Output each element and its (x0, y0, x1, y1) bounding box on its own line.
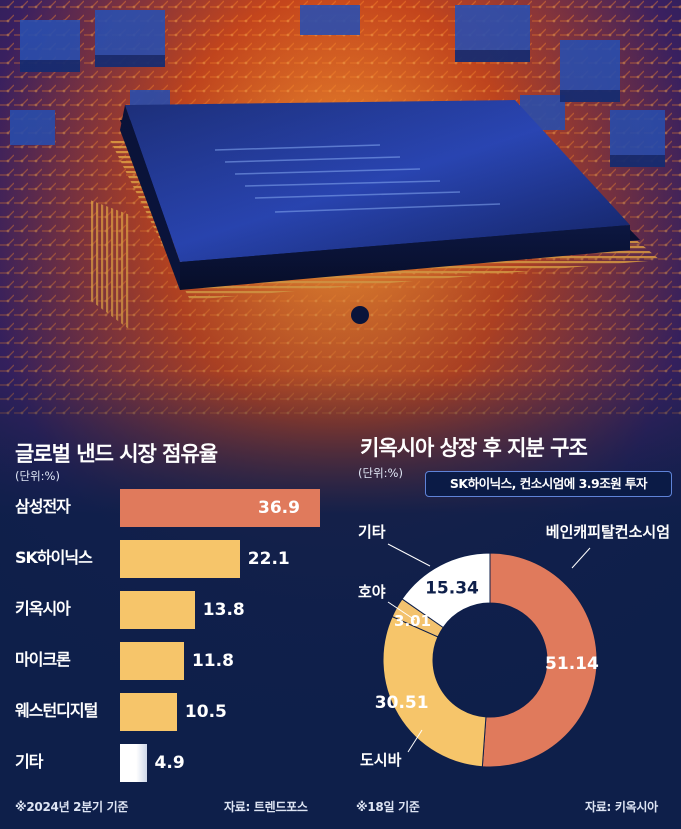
bar-sk-hynix (120, 540, 240, 578)
bar-western-digital (120, 693, 177, 731)
slice-toshiba (382, 615, 487, 768)
donut-value-label: 30.51 (375, 693, 429, 713)
bar-value-label: 4.9 (154, 753, 185, 773)
right-footnote: ※18일 기준 (356, 800, 420, 814)
donut-category-label: 도시바 (360, 751, 402, 769)
bar-row: 삼성전자 36.9 (0, 485, 340, 529)
donut-value-label: 51.14 (545, 654, 599, 674)
bar-category-label: SK하이닉스 (15, 548, 93, 567)
leader-line (387, 601, 416, 621)
bar-value-label: 36.9 (258, 498, 300, 518)
bar-row: 기타 4.9 (0, 740, 340, 784)
bar-category-label: 삼성전자 (15, 497, 71, 516)
donut-category-label: 베인캐피탈컨소시엄 (546, 523, 670, 541)
slice-other (401, 552, 491, 629)
bar-row: 웨스턴디지털 10.5 (0, 689, 340, 733)
right-panel-unit: (단위:%) (358, 466, 403, 480)
slice-bain-consortium (481, 552, 598, 768)
left-panel-title: 글로벌 낸드 시장 점유율 (15, 442, 218, 466)
donut-value-label: 3.01 (394, 612, 431, 630)
investment-callout: SK하이닉스, 컨소시엄에 3.9조원 투자 (425, 471, 672, 497)
left-source: 자료: 트렌드포스 (224, 800, 308, 814)
bar-kioxia (120, 591, 195, 629)
bar-value-label: 22.1 (247, 549, 290, 569)
bar-other (120, 744, 147, 782)
bar-micron (120, 642, 184, 680)
bar-value-label: 10.5 (184, 702, 227, 722)
right-panel-title: 키옥시아 상장 후 지분 구조 (360, 436, 588, 460)
bar-row: 키옥시아 13.8 (0, 587, 340, 631)
bar-value-label: 11.8 (191, 651, 234, 671)
bar-value-label: 13.8 (202, 600, 245, 620)
bar-row: SK하이닉스 22.1 (0, 536, 340, 580)
bar-category-label: 키옥시아 (15, 599, 71, 618)
left-panel-unit: (단위:%) (15, 469, 60, 483)
bar-row: 마이크론 11.8 (0, 638, 340, 682)
donut-value-label: 15.34 (425, 578, 479, 598)
right-source: 자료: 키옥시아 (585, 800, 658, 814)
left-footnote: ※2024년 2분기 기준 (15, 800, 129, 814)
leader-line (387, 543, 431, 567)
donut-category-label: 호야 (358, 583, 386, 601)
bar-samsung (120, 489, 320, 527)
bar-category-label: 웨스턴디지털 (15, 701, 98, 720)
leader-line (571, 547, 591, 569)
leader-line (407, 729, 423, 753)
bar-category-label: 마이크론 (15, 650, 71, 669)
nand-share-bar-chart: 삼성전자 36.9 SK하이닉스 22.1 키옥시아 13.8 마이크론 11.… (0, 480, 340, 790)
bar-category-label: 기타 (15, 752, 43, 771)
donut-category-label: 기타 (358, 523, 386, 541)
